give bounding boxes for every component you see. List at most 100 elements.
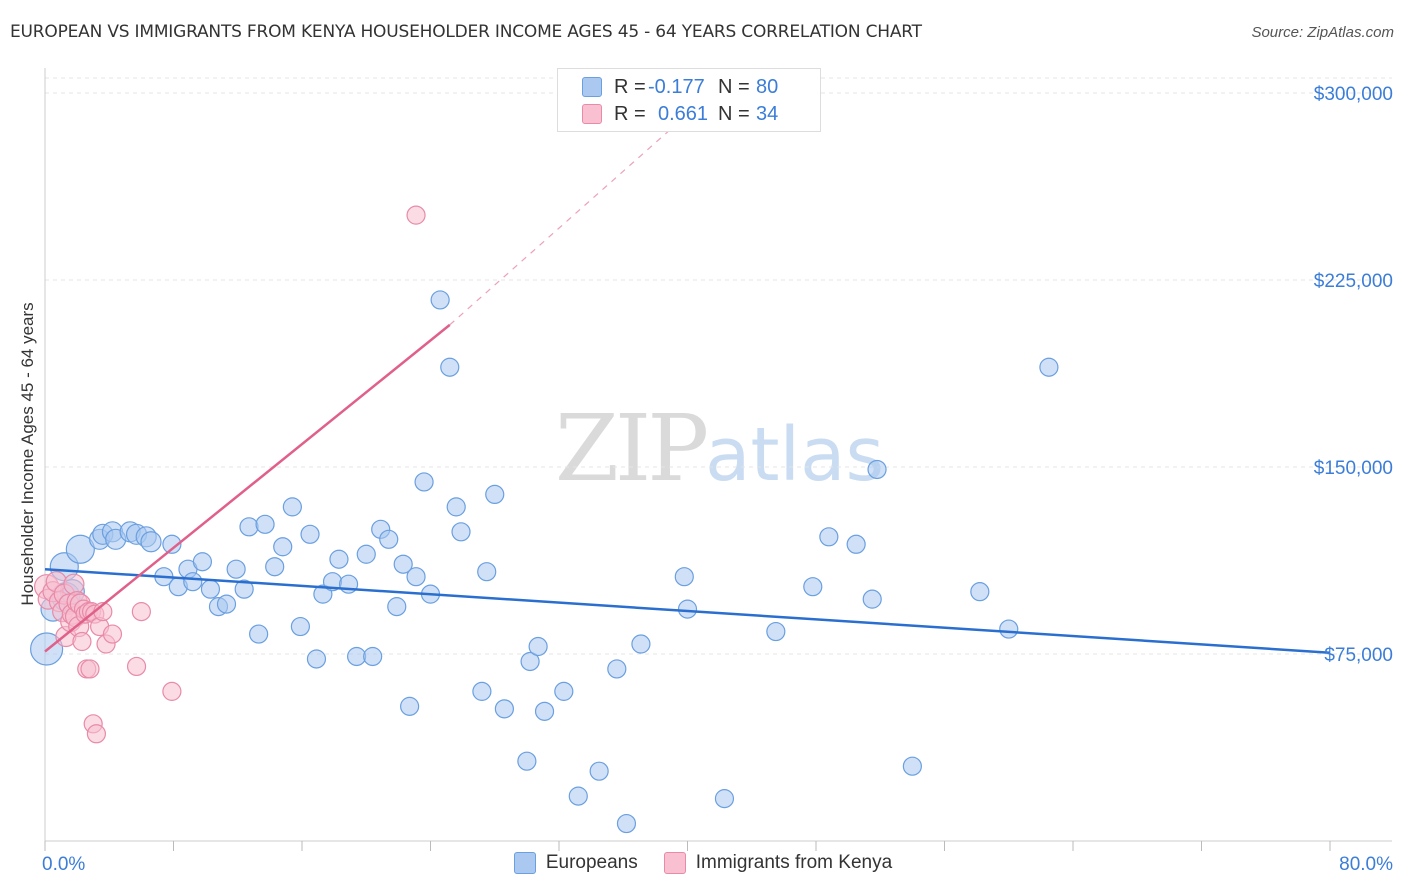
legend-r-value: -0.177 xyxy=(648,75,705,98)
legend-item-kenya[interactable]: Immigrants from Kenya xyxy=(663,852,893,874)
series-legend: Europeans Immigrants from Kenya xyxy=(0,852,1406,874)
data-point xyxy=(363,646,383,667)
data-point xyxy=(406,567,426,587)
legend-r-label: R = xyxy=(614,75,646,98)
data-point xyxy=(999,619,1019,639)
legend-r-value: 0.661 xyxy=(658,102,709,125)
data-point xyxy=(226,559,246,579)
series-europeans xyxy=(30,290,1059,834)
legend-item-europeans[interactable]: Europeans xyxy=(513,852,638,874)
data-point xyxy=(216,594,237,614)
data-point xyxy=(86,724,107,744)
data-point xyxy=(126,656,147,677)
data-point xyxy=(162,681,182,701)
data-point xyxy=(63,573,85,595)
data-point xyxy=(300,524,320,544)
data-point xyxy=(631,634,651,654)
legend-n-value: 34 xyxy=(756,102,779,125)
data-point xyxy=(282,497,302,517)
data-point xyxy=(347,646,367,667)
data-point xyxy=(387,597,407,617)
data-point xyxy=(440,357,460,377)
tick-labels: $300,000 $225,000 $150,000 $75,000 0.0% 80.0% xyxy=(42,84,1393,875)
data-point xyxy=(520,651,540,672)
data-point xyxy=(607,659,627,679)
data-point xyxy=(803,577,823,597)
data-point xyxy=(867,459,887,480)
legend-row-kenya: R = 0.661 N = 34 xyxy=(582,102,778,126)
axes xyxy=(44,68,1392,851)
data-point xyxy=(862,589,882,609)
trend-line xyxy=(44,323,451,653)
data-point xyxy=(131,602,151,622)
data-point xyxy=(616,813,637,834)
data-point xyxy=(819,527,839,547)
data-point xyxy=(72,631,92,652)
series-kenya xyxy=(34,205,426,744)
data-point xyxy=(451,522,471,542)
data-point xyxy=(714,789,735,809)
data-point xyxy=(102,624,123,644)
data-point xyxy=(970,582,990,602)
data-point xyxy=(265,557,285,577)
data-point xyxy=(554,681,574,701)
data-point xyxy=(485,484,505,505)
data-point xyxy=(528,636,548,657)
data-point xyxy=(902,756,922,776)
legend-swatch-kenya xyxy=(663,852,686,874)
legend-label-kenya: Immigrants from Kenya xyxy=(695,852,893,873)
y-tick-label: $300,000 xyxy=(1314,84,1393,105)
legend-swatch-europeans xyxy=(582,77,602,97)
legend-label-europeans: Europeans xyxy=(545,852,638,873)
data-point xyxy=(356,544,376,564)
legend-swatch-kenya xyxy=(582,104,602,124)
data-point xyxy=(200,579,221,599)
legend-swatch-europeans xyxy=(513,852,536,874)
data-point xyxy=(846,534,866,554)
legend-n-label: N = xyxy=(718,102,750,125)
legend-r-label: R = xyxy=(614,102,646,125)
data-point xyxy=(494,699,514,719)
data-point xyxy=(249,624,269,644)
watermark-atlas: atlas xyxy=(705,412,884,498)
x-tick-label: 0.0% xyxy=(42,854,85,875)
data-point xyxy=(1039,357,1059,377)
data-point xyxy=(414,472,434,492)
trend-line xyxy=(44,567,1331,654)
data-point xyxy=(430,290,450,310)
data-point xyxy=(290,616,310,637)
data-point xyxy=(65,534,95,564)
data-point xyxy=(589,761,609,781)
correlation-legend: R = -0.177 N = 80 R = 0.661 N = 34 xyxy=(557,68,821,132)
data-point xyxy=(140,531,162,553)
data-point xyxy=(273,537,293,557)
data-point xyxy=(674,567,694,587)
gridlines xyxy=(45,77,1392,655)
data-point xyxy=(379,529,399,549)
data-point xyxy=(239,517,259,537)
chart-title: EUROPEAN VS IMMIGRANTS FROM KENYA HOUSEH… xyxy=(10,22,922,42)
data-point xyxy=(446,497,466,517)
data-point xyxy=(568,786,588,806)
y-tick-label: $150,000 xyxy=(1314,458,1393,479)
data-point xyxy=(677,599,698,619)
data-point xyxy=(192,552,213,572)
y-tick-label: $75,000 xyxy=(1324,645,1393,666)
legend-n-label: N = xyxy=(718,75,750,98)
data-point xyxy=(766,621,786,642)
data-point xyxy=(329,549,349,569)
legend-row-europeans: R = -0.177 N = 80 xyxy=(582,75,778,99)
data-point xyxy=(255,514,275,534)
data-point xyxy=(406,205,426,225)
data-point xyxy=(534,701,555,721)
data-point xyxy=(162,534,182,554)
data-point xyxy=(234,579,254,599)
watermark-zip: ZIP xyxy=(555,395,709,502)
y-axis-label: Householder Income Ages 45 - 64 years xyxy=(18,302,37,605)
legend-n-value: 80 xyxy=(756,75,779,98)
data-point xyxy=(477,562,497,582)
data-point xyxy=(517,751,537,771)
data-point xyxy=(306,649,327,669)
data-point xyxy=(183,572,203,592)
